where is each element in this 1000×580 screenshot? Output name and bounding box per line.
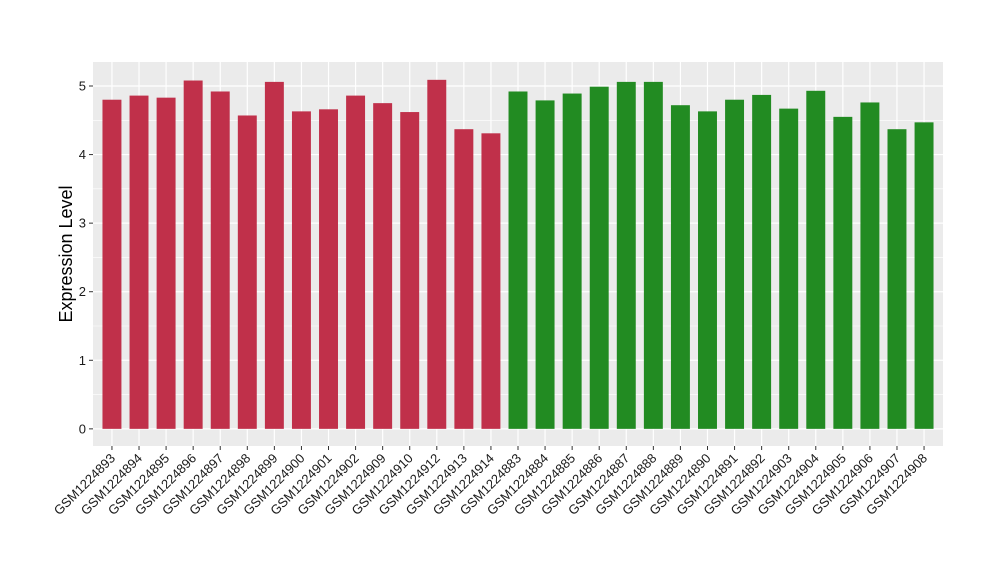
bar bbox=[562, 93, 582, 429]
bar bbox=[481, 133, 501, 429]
bar bbox=[237, 115, 257, 429]
bar bbox=[102, 99, 122, 429]
bar bbox=[670, 105, 690, 429]
bar bbox=[779, 108, 799, 429]
bar bbox=[725, 99, 745, 429]
bars bbox=[102, 79, 934, 429]
bar bbox=[508, 91, 528, 429]
bar bbox=[373, 103, 393, 429]
bar bbox=[698, 111, 717, 429]
bar bbox=[833, 116, 853, 429]
y-tick-label: 3 bbox=[79, 216, 86, 231]
bar bbox=[914, 122, 934, 429]
bar bbox=[264, 81, 284, 429]
bar bbox=[535, 100, 555, 429]
y-tick-label: 2 bbox=[79, 284, 86, 299]
axes: 012345GSM1224893GSM1224894GSM1224895GSM1… bbox=[51, 79, 930, 518]
bar bbox=[616, 81, 636, 429]
bar bbox=[643, 81, 663, 429]
y-axis-title: Expression Level bbox=[56, 185, 76, 322]
y-tick-label: 4 bbox=[79, 147, 86, 162]
bar bbox=[183, 80, 203, 429]
bar bbox=[400, 112, 420, 429]
bar bbox=[860, 102, 880, 429]
y-tick-label: 1 bbox=[79, 353, 86, 368]
bar bbox=[129, 95, 149, 429]
bar bbox=[806, 90, 826, 429]
bar bbox=[454, 129, 474, 429]
bar bbox=[752, 94, 772, 429]
bar bbox=[589, 86, 609, 429]
bar bbox=[210, 91, 230, 429]
bar bbox=[156, 97, 176, 429]
bar bbox=[319, 109, 338, 429]
y-tick-label: 5 bbox=[79, 79, 86, 94]
bar bbox=[427, 79, 447, 429]
bar bbox=[291, 111, 311, 429]
y-tick-label: 0 bbox=[79, 421, 86, 436]
bar bbox=[887, 129, 907, 429]
bar bbox=[346, 95, 366, 429]
